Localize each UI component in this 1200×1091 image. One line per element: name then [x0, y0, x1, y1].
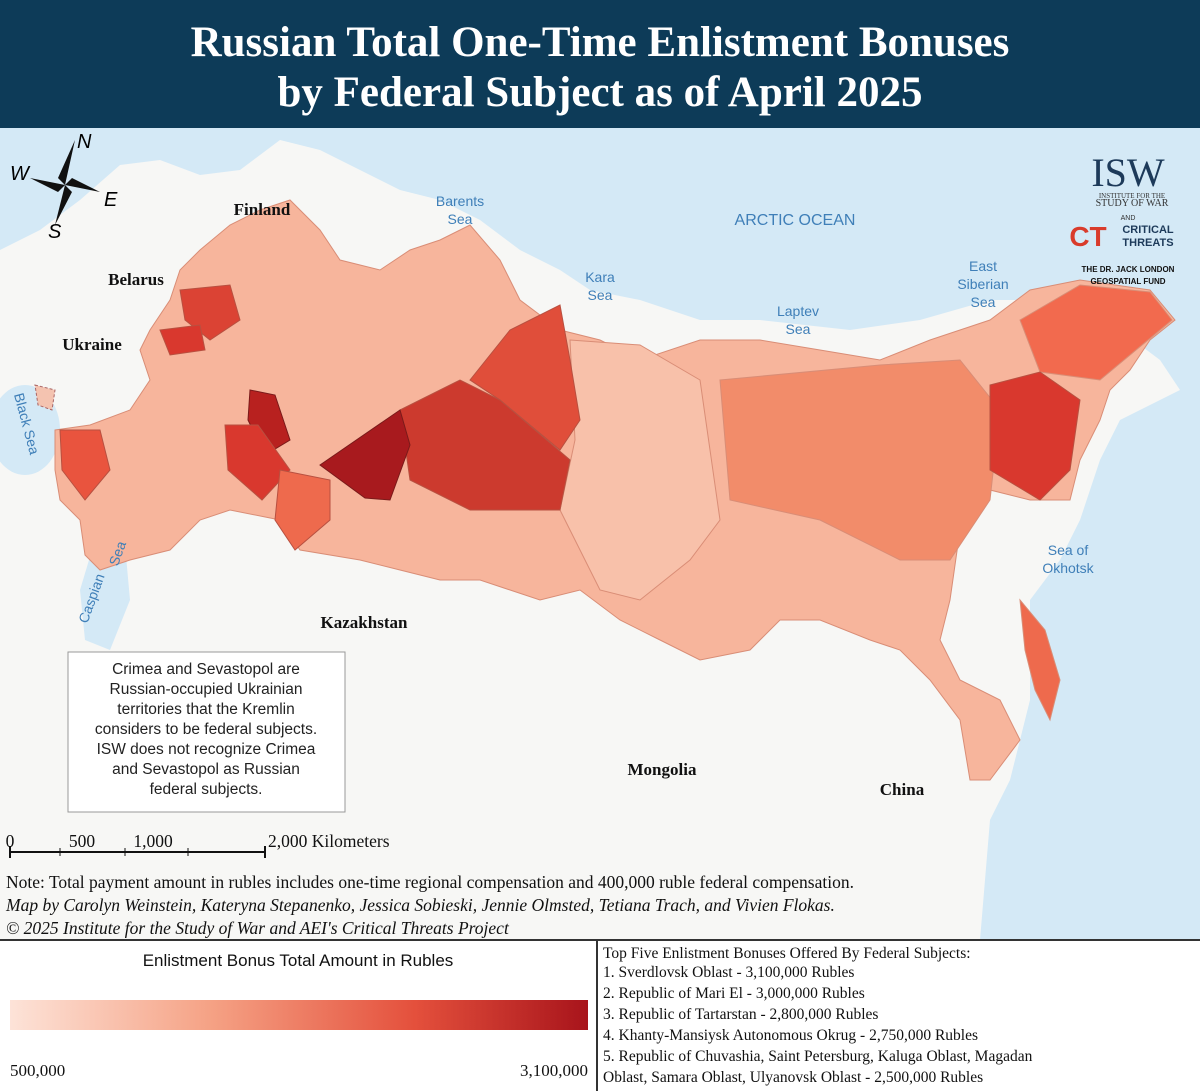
- note-line: federal subjects.: [150, 781, 263, 798]
- legend-max: 3,100,000: [520, 1061, 588, 1080]
- legend-min: 500,000: [10, 1061, 65, 1080]
- sea-label: East: [969, 258, 997, 274]
- top-five-item: Oblast, Samara Oblast, Ulyanovsk Oblast …: [603, 1069, 983, 1086]
- compass-label: W: [10, 163, 31, 185]
- black-sea: [0, 385, 60, 475]
- top-five-list: 1. Sverdlovsk Oblast - 3,100,000 Rubles 2…: [603, 964, 1033, 1086]
- note-line: ISW does not recognize Crimea: [97, 741, 316, 758]
- sea-label: ARCTIC OCEAN: [735, 212, 856, 229]
- sea-label: Barents: [436, 193, 484, 209]
- pacific-sea: [980, 380, 1200, 940]
- logo-ct: CT: [1069, 221, 1106, 252]
- note-line: and Sevastopol as Russian: [112, 761, 300, 778]
- note-line: Crimea and Sevastopol are: [112, 661, 300, 678]
- logo-text: THE DR. JACK LONDON: [1082, 265, 1175, 274]
- note-line: considers to be federal subjects.: [95, 721, 317, 738]
- crimea: [34, 384, 56, 411]
- region: [719, 359, 1001, 561]
- logo-text: THREATS: [1122, 237, 1173, 249]
- scale-label: 0: [6, 831, 15, 851]
- sea-label: Sea of: [1048, 542, 1089, 558]
- logo-isw: ISW: [1091, 150, 1165, 195]
- sakhalin: [1019, 598, 1061, 722]
- logo-text: AND: [1121, 215, 1136, 222]
- note-box: [67, 651, 346, 813]
- country-label: Belarus: [108, 270, 164, 289]
- logo-text: CRITICAL: [1122, 224, 1174, 236]
- top-five-item: 3. Republic of Tartarstan - 2,800,000 Ru…: [603, 1006, 878, 1023]
- country-label: Kazakhstan: [321, 613, 408, 632]
- top-five-item: 5. Republic of Chuvashia, Saint Petersbu…: [603, 1048, 1033, 1065]
- logo-text: STUDY OF WAR: [1096, 198, 1169, 209]
- region: [274, 469, 331, 551]
- top-five-item: 4. Khanty-Mansiysk Autonomous Okrug - 2,…: [603, 1027, 978, 1044]
- top-five-item: 1. Sverdlovsk Oblast - 3,100,000 Rubles: [603, 964, 854, 981]
- compass-label: E: [104, 189, 118, 211]
- authors: Map by Carolyn Weinstein, Kateryna Stepa…: [5, 895, 835, 915]
- header-bar: [0, 0, 1200, 128]
- region: [159, 324, 206, 356]
- legend-gradient: [10, 1000, 588, 1030]
- region: [59, 429, 111, 501]
- region: [399, 379, 571, 511]
- country-label: Ukraine: [62, 335, 122, 354]
- title: by Federal Subject as of April 2025: [278, 69, 923, 116]
- scale-bar: [9, 846, 266, 858]
- title: Russian Total One-Time Enlistment Bonuse…: [191, 19, 1010, 66]
- map: [0, 128, 1200, 940]
- scale-label: 1,000: [133, 831, 173, 851]
- scale-label: 2,000 Kilometers: [268, 831, 390, 851]
- sea-label: Sea: [588, 287, 613, 303]
- caspian-sea: [80, 540, 130, 650]
- sea-label: Sea: [786, 321, 811, 337]
- copyright: © 2025 Institute for the Study of War an…: [6, 918, 510, 938]
- sea-label: Kara: [585, 269, 615, 285]
- sea-label: Siberian: [957, 276, 1008, 292]
- note-line: territories that the Kremlin: [117, 701, 294, 718]
- country-label: Finland: [234, 200, 291, 219]
- region: [989, 371, 1081, 501]
- logo-text: GEOSPATIAL FUND: [1090, 277, 1165, 286]
- compass-label: N: [77, 131, 92, 153]
- scale-label: 500: [69, 831, 96, 851]
- top-five-item: 2. Republic of Mari El - 3,000,000 Ruble…: [603, 985, 865, 1002]
- sea-label: Sea: [448, 211, 473, 227]
- sea-label: Laptev: [777, 303, 819, 319]
- compass: [30, 140, 100, 225]
- note-line: Russian-occupied Ukrainian: [110, 681, 303, 698]
- region: [319, 409, 411, 501]
- legend-title: Enlistment Bonus Total Amount in Rubles: [143, 951, 454, 970]
- sea-label: Okhotsk: [1042, 560, 1094, 576]
- top-five-title: Top Five Enlistment Bonuses Offered By F…: [603, 945, 971, 962]
- sea-label: Sea: [971, 294, 996, 310]
- country-label: China: [880, 780, 925, 799]
- compass-label: S: [48, 221, 62, 243]
- note-lines: Crimea and Sevastopol are Russian-occupie…: [95, 661, 317, 798]
- compass-part: [30, 140, 100, 225]
- note-text: Note: Total payment amount in rubles inc…: [6, 872, 854, 892]
- country-label: Mongolia: [628, 760, 697, 779]
- logo-text: INSTITUTE FOR THE: [1099, 192, 1165, 200]
- region: [224, 424, 291, 501]
- arctic-sea: [0, 128, 1200, 420]
